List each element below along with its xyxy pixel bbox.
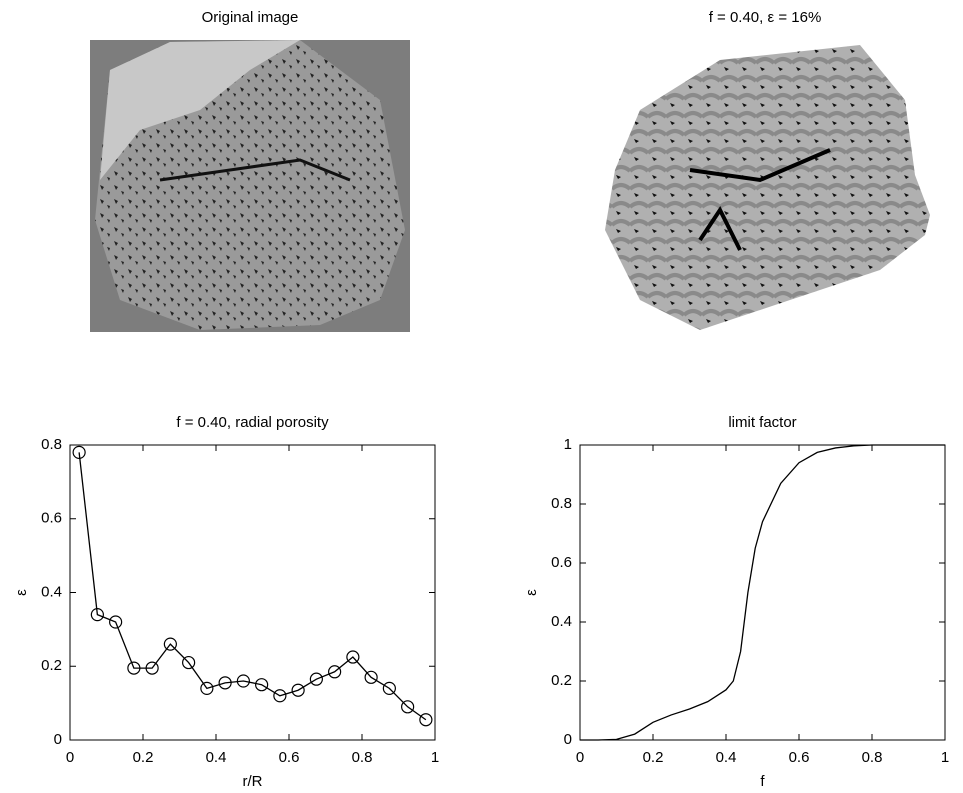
marker bbox=[72, 445, 86, 459]
x-tick-label: 0.4 bbox=[206, 749, 227, 766]
x-tick-label: 1 bbox=[941, 749, 949, 766]
data-line bbox=[580, 444, 945, 741]
marker bbox=[90, 608, 104, 622]
y-tick-label: 0.6 bbox=[551, 554, 572, 571]
marker bbox=[382, 681, 396, 695]
data-line bbox=[78, 452, 427, 721]
plot-area bbox=[69, 444, 436, 741]
marker bbox=[163, 637, 177, 651]
chart-title: f = 0.40, radial porosity bbox=[176, 414, 329, 431]
marker bbox=[419, 713, 433, 727]
marker bbox=[200, 681, 214, 695]
x-tick-label: 0.4 bbox=[716, 749, 737, 766]
segmented-image bbox=[605, 45, 930, 330]
marker bbox=[291, 683, 305, 697]
x-tick-label: 0 bbox=[66, 749, 74, 766]
y-tick-label: 0.4 bbox=[551, 613, 572, 630]
y-tick-label: 0.8 bbox=[551, 495, 572, 512]
x-tick-label: 0.8 bbox=[862, 749, 883, 766]
original-image bbox=[90, 40, 410, 332]
x-tick-label: 1 bbox=[431, 749, 439, 766]
marker bbox=[182, 655, 196, 670]
marker bbox=[255, 678, 269, 692]
image-title: Original image bbox=[202, 9, 299, 26]
marker bbox=[346, 650, 360, 664]
marker bbox=[309, 672, 323, 686]
y-tick-label: 0.6 bbox=[41, 510, 62, 527]
x-tick-label: 0.2 bbox=[133, 749, 154, 766]
x-axis-label: r/R bbox=[243, 773, 263, 790]
image-title: f = 0.40, ε = 16% bbox=[709, 9, 822, 26]
chart-title: limit factor bbox=[728, 414, 796, 431]
marker bbox=[109, 615, 123, 629]
y-axis-label: ε bbox=[13, 589, 30, 596]
y-axis-label: ε bbox=[523, 589, 540, 596]
plot-area bbox=[579, 444, 946, 741]
marker bbox=[236, 674, 250, 688]
marker bbox=[364, 670, 378, 684]
x-tick-label: 0 bbox=[576, 749, 584, 766]
marker bbox=[145, 661, 159, 675]
marker bbox=[401, 700, 415, 714]
marker bbox=[273, 689, 287, 703]
y-tick-label: 1 bbox=[564, 436, 572, 453]
x-tick-label: 0.2 bbox=[643, 749, 664, 766]
y-tick-label: 0 bbox=[564, 731, 572, 748]
x-axis-label: f bbox=[760, 773, 765, 790]
x-tick-label: 0.6 bbox=[279, 749, 300, 766]
y-tick-label: 0.8 bbox=[41, 436, 62, 453]
x-tick-label: 0.8 bbox=[352, 749, 373, 766]
y-tick-label: 0.2 bbox=[41, 657, 62, 674]
marker bbox=[127, 661, 141, 675]
marker bbox=[218, 676, 232, 690]
y-tick-label: 0 bbox=[54, 731, 62, 748]
y-tick-label: 0.2 bbox=[551, 672, 572, 689]
x-tick-label: 0.6 bbox=[789, 749, 810, 766]
marker bbox=[328, 665, 342, 679]
y-tick-label: 0.4 bbox=[41, 583, 62, 600]
